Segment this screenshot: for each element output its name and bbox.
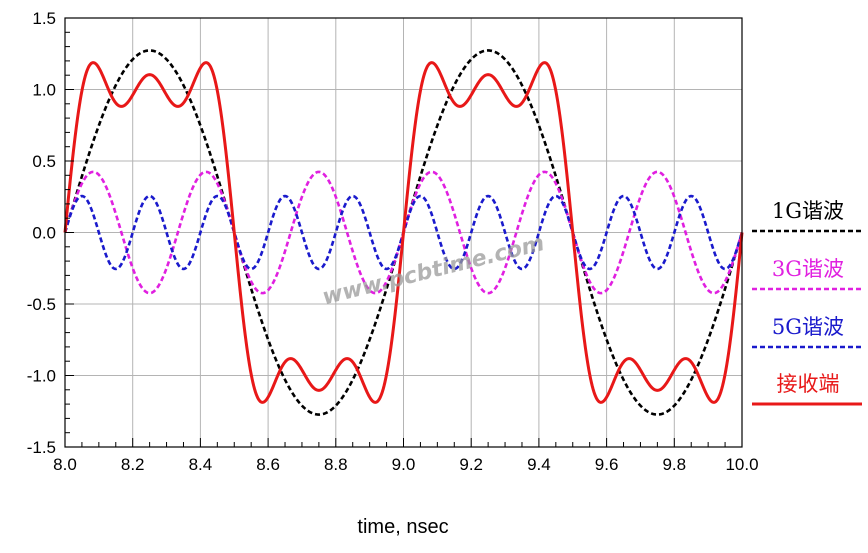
series-layer xyxy=(63,49,744,416)
x-tick-label: 9.2 xyxy=(459,455,483,474)
x-axis-title: time, nsec xyxy=(357,516,448,538)
y-tick-label: -0.5 xyxy=(27,295,56,314)
x-tick-label: 8.6 xyxy=(256,455,280,474)
x-tick-label: 8.0 xyxy=(53,455,77,474)
ticks xyxy=(64,17,743,448)
x-tick-label: 10.0 xyxy=(725,455,758,474)
y-tick-label: 1.0 xyxy=(32,81,56,100)
x-tick-labels: 8.0 8.2 8.4 8.6 8.8 9.0 9.2 9.4 9.6 9.8 10.0 xyxy=(53,455,758,474)
y-tick-labels: 1.5 1.0 0.5 0.0 -0.5 -1.0 -1.5 xyxy=(27,9,56,457)
legend-label: 5G谐波 xyxy=(772,315,844,339)
y-tick-label: -1.0 xyxy=(27,367,56,386)
legend-label: 3G谐波 xyxy=(772,257,844,281)
legend-label: 接收端 xyxy=(777,372,840,396)
x-tick-label: 9.8 xyxy=(662,455,686,474)
x-tick-label: 8.4 xyxy=(189,455,213,474)
legend-label: 1G谐波 xyxy=(772,199,844,223)
y-tick-label: 0.5 xyxy=(32,152,56,171)
series-line xyxy=(63,61,744,404)
x-tick-label: 8.8 xyxy=(324,455,348,474)
x-tick-label: 9.0 xyxy=(392,455,416,474)
watermark: www.pcbtime.com xyxy=(320,231,547,310)
y-tick-label: 0.0 xyxy=(32,224,56,243)
y-tick-label: -1.5 xyxy=(27,438,56,457)
x-tick-label: 9.4 xyxy=(527,455,551,474)
y-tick-label: 1.5 xyxy=(32,9,56,28)
x-tick-label: 9.6 xyxy=(595,455,619,474)
x-tick-label: 8.2 xyxy=(121,455,145,474)
